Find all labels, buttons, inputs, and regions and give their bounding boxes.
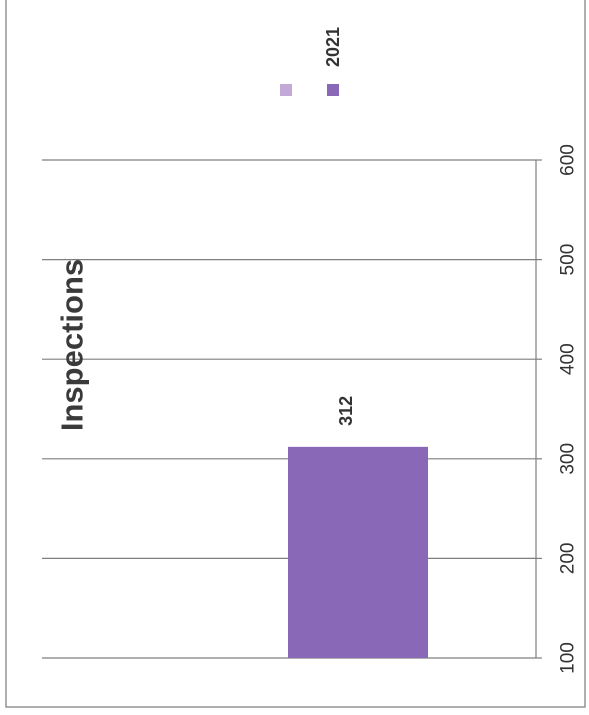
bar-2021-0 [288, 446, 428, 658]
value-axis: 100 200 300 400 500 600 [535, 144, 579, 674]
tick-label-400: 400 [558, 343, 579, 375]
legend-swatch-2021 [327, 84, 339, 96]
data-label-0: 312 [336, 396, 356, 426]
tick-label-600: 600 [558, 144, 579, 176]
legend: 2021 [280, 27, 343, 96]
tick-label-200: 200 [558, 543, 579, 575]
tick-label-500: 500 [558, 244, 579, 276]
bars [288, 446, 428, 658]
legend-label-2021: 2021 [323, 27, 343, 67]
legend-swatch-series-0 [280, 84, 292, 96]
tick-label-300: 300 [558, 443, 579, 475]
chart-title: Inspections [55, 259, 90, 431]
chart-frame [5, 0, 586, 708]
data-labels: 312 [336, 396, 356, 426]
tick-label-100: 100 [558, 642, 579, 674]
